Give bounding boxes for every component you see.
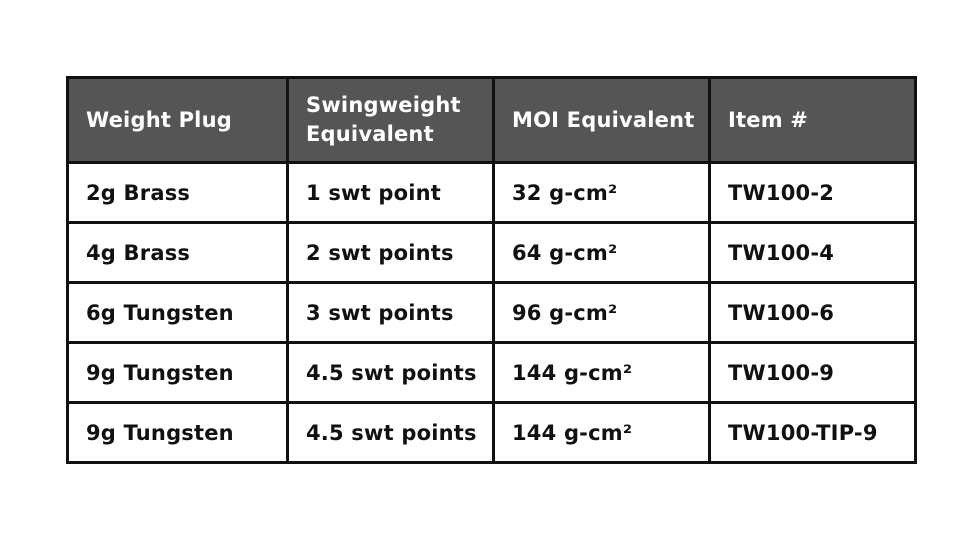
cell-moi: 32 g-cm² <box>492 161 711 224</box>
cell-moi: 96 g-cm² <box>492 281 711 344</box>
table-row: 4g Brass 2 swt points 64 g-cm² TW100-4 <box>66 221 917 284</box>
spec-table-container: Weight Plug Swingweight Equivalent MOI E… <box>66 76 917 464</box>
cell-swingweight: 1 swt point <box>286 161 495 224</box>
cell-swingweight: 4.5 swt points <box>286 401 495 464</box>
cell-weight-plug: 6g Tungsten <box>66 281 289 344</box>
cell-moi: 64 g-cm² <box>492 221 711 284</box>
table-header-row: Weight Plug Swingweight Equivalent MOI E… <box>66 76 917 164</box>
table-row: 6g Tungsten 3 swt points 96 g-cm² TW100-… <box>66 281 917 344</box>
cell-weight-plug: 4g Brass <box>66 221 289 284</box>
cell-moi: 144 g-cm² <box>492 401 711 464</box>
header-text: Swingweight <box>306 93 461 117</box>
cell-weight-plug: 9g Tungsten <box>66 401 289 464</box>
table-row: 9g Tungsten 4.5 swt points 144 g-cm² TW1… <box>66 401 917 464</box>
header-item-number: Item # <box>708 76 917 164</box>
table-row: 9g Tungsten 4.5 swt points 144 g-cm² TW1… <box>66 341 917 404</box>
header-moi-equivalent: MOI Equivalent <box>492 76 711 164</box>
cell-weight-plug: 2g Brass <box>66 161 289 224</box>
header-text: Equivalent <box>306 122 434 146</box>
cell-swingweight: 3 swt points <box>286 281 495 344</box>
cell-item-number: TW100-2 <box>708 161 917 224</box>
header-text: Item # <box>728 107 809 132</box>
header-text: Weight Plug <box>86 107 232 132</box>
header-weight-plug: Weight Plug <box>66 76 289 164</box>
cell-item-number: TW100-9 <box>708 341 917 404</box>
header-swingweight-equivalent: Swingweight Equivalent <box>286 76 495 164</box>
cell-swingweight: 4.5 swt points <box>286 341 495 404</box>
cell-weight-plug: 9g Tungsten <box>66 341 289 404</box>
cell-item-number: TW100-TIP-9 <box>708 401 917 464</box>
cell-moi: 144 g-cm² <box>492 341 711 404</box>
cell-item-number: TW100-6 <box>708 281 917 344</box>
cell-swingweight: 2 swt points <box>286 221 495 284</box>
header-text: MOI Equivalent <box>512 107 695 132</box>
table-row: 2g Brass 1 swt point 32 g-cm² TW100-2 <box>66 161 917 224</box>
weight-plug-table: Weight Plug Swingweight Equivalent MOI E… <box>66 76 917 464</box>
cell-item-number: TW100-4 <box>708 221 917 284</box>
